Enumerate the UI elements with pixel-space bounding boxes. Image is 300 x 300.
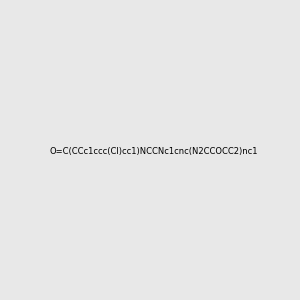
Text: O=C(CCc1ccc(Cl)cc1)NCCNc1cnc(N2CCOCC2)nc1: O=C(CCc1ccc(Cl)cc1)NCCNc1cnc(N2CCOCC2)nc…	[50, 147, 258, 156]
